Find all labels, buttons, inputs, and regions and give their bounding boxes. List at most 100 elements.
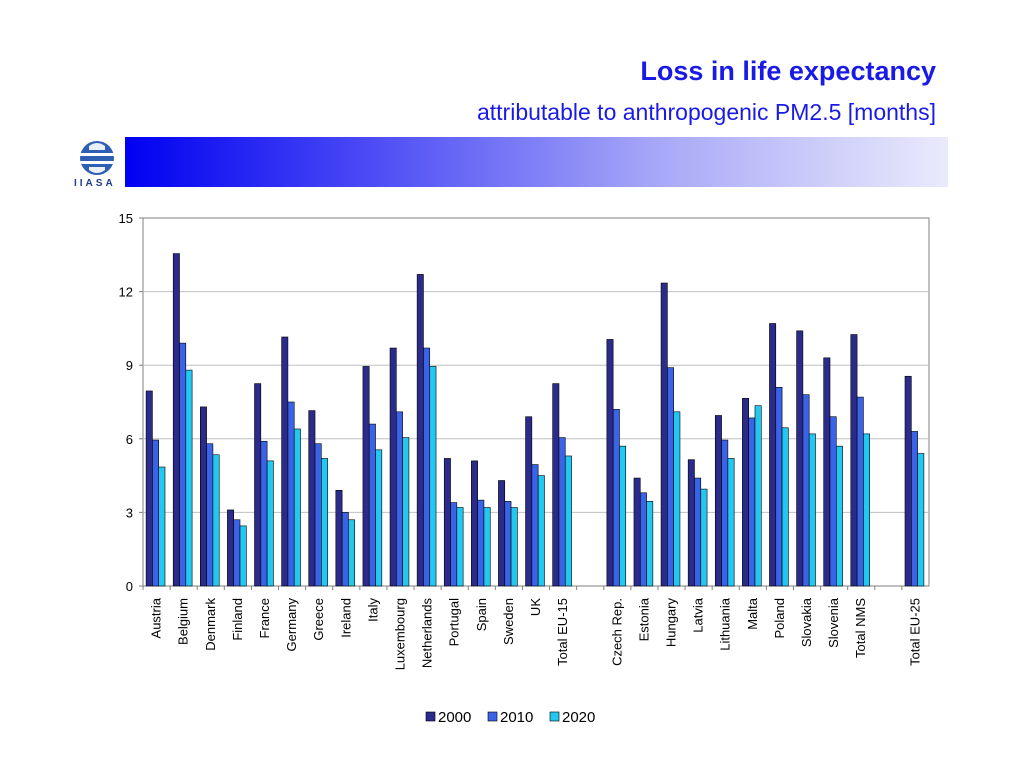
bar-2010 <box>206 443 214 587</box>
bar-2020 <box>375 449 383 587</box>
bar-2000 <box>904 375 912 587</box>
bar-2010 <box>423 347 431 587</box>
bar-2020 <box>619 445 627 587</box>
bar-2010 <box>639 492 647 587</box>
bar-2010 <box>179 342 187 587</box>
bar-2020 <box>835 445 843 587</box>
bar-2010 <box>314 443 322 587</box>
bar-2000 <box>172 253 180 587</box>
bar-2020 <box>510 507 518 587</box>
bar-2000 <box>471 460 478 587</box>
bar-2020 <box>700 488 708 587</box>
bar-2000 <box>200 406 207 587</box>
x-tick-label: Luxembourg <box>392 598 407 670</box>
bar-2000 <box>687 459 695 587</box>
bar-2010 <box>748 417 756 587</box>
bar-2010 <box>721 439 729 587</box>
x-tick-label: Netherlands <box>420 598 435 669</box>
bar-2020 <box>158 466 166 587</box>
bar-2000 <box>145 390 153 587</box>
y-tick-label: 3 <box>126 505 133 520</box>
bar-2010 <box>694 477 702 587</box>
x-tick-label: UK <box>528 598 543 616</box>
bar-2020 <box>429 366 437 587</box>
bar-2010 <box>341 512 349 587</box>
logo-label: IIASA <box>74 178 116 189</box>
x-tick-label: Italy <box>365 598 380 622</box>
bar-2000 <box>552 383 560 587</box>
bar-2000 <box>335 490 343 587</box>
x-tick-label: Total NMS <box>853 598 868 658</box>
bar-2020 <box>727 458 735 587</box>
bar-2000 <box>796 330 804 587</box>
x-tick-label: Lithuania <box>718 597 733 651</box>
bar-2020 <box>917 453 925 587</box>
bar-2020 <box>537 475 545 587</box>
bar-2010 <box>667 367 674 587</box>
x-tick-label: Belgium <box>176 598 191 645</box>
bar-2000 <box>308 410 316 587</box>
bar-2010 <box>287 401 295 587</box>
bar-2010 <box>910 431 918 587</box>
bar-2010 <box>152 439 160 587</box>
bar-2000 <box>850 334 858 587</box>
bar-2020 <box>456 507 464 587</box>
chart-subtitle: attributable to anthropogenic PM2.5 [mon… <box>476 99 936 125</box>
bar-2010 <box>856 396 864 587</box>
x-tick-label: Latvia <box>691 597 706 632</box>
x-tick-label: Denmark <box>203 598 218 651</box>
x-tick-label: Sweden <box>501 598 516 645</box>
header-banner <box>125 137 948 187</box>
bar-2000 <box>362 366 370 587</box>
bar-2000 <box>498 480 506 587</box>
bar-2010 <box>504 501 512 587</box>
x-tick-label: Slovakia <box>799 597 814 647</box>
bar-2010 <box>531 464 539 587</box>
bar-2020 <box>212 454 220 587</box>
bar-2000 <box>227 509 235 587</box>
bar-2000 <box>714 415 722 587</box>
legend-swatch-2020 <box>549 711 560 722</box>
bar-2020 <box>863 433 870 587</box>
bar-2010 <box>829 416 837 587</box>
bar-2010 <box>233 519 241 587</box>
x-tick-label: Malta <box>745 597 760 630</box>
bar-2000 <box>742 398 749 587</box>
bar-2000 <box>443 458 451 587</box>
x-tick-label: Finland <box>230 598 245 641</box>
bar-2010 <box>260 440 268 587</box>
bar-2010 <box>450 502 458 587</box>
x-tick-label: Slovenia <box>826 597 841 648</box>
bar-2020 <box>293 428 301 587</box>
bar-2000 <box>389 347 397 587</box>
bar-2020 <box>646 501 654 587</box>
bar-2000 <box>823 357 831 587</box>
x-tick-label: Spain <box>474 598 489 631</box>
bar-2010 <box>612 409 620 587</box>
bar-2020 <box>239 525 247 587</box>
y-tick-label: 0 <box>126 579 133 594</box>
x-tick-label: Total EU-15 <box>555 598 570 666</box>
x-tick-label: Greece <box>311 598 326 641</box>
y-tick-label: 9 <box>126 358 133 373</box>
bar-2000 <box>660 282 668 587</box>
bar-2010 <box>775 386 783 587</box>
legend-swatch-2000 <box>425 711 436 722</box>
x-tick-label: Poland <box>772 598 787 638</box>
x-tick-label: France <box>257 598 272 638</box>
y-tick-label: 15 <box>119 211 133 226</box>
legend-label: 2010 <box>500 709 533 726</box>
x-tick-label: Hungary <box>664 598 679 648</box>
legend-swatch-2010 <box>487 711 498 722</box>
bar-2010 <box>558 437 566 587</box>
x-tick-label: Germany <box>284 598 299 652</box>
iiasa-logo-icon <box>80 141 114 175</box>
bar-2000 <box>606 339 614 587</box>
bar-2000 <box>281 336 289 587</box>
y-tick-label: 12 <box>119 285 133 300</box>
bar-2000 <box>633 477 641 587</box>
bar-2020 <box>483 507 491 587</box>
bar-2020 <box>781 427 789 587</box>
bar-2020 <box>402 437 410 587</box>
